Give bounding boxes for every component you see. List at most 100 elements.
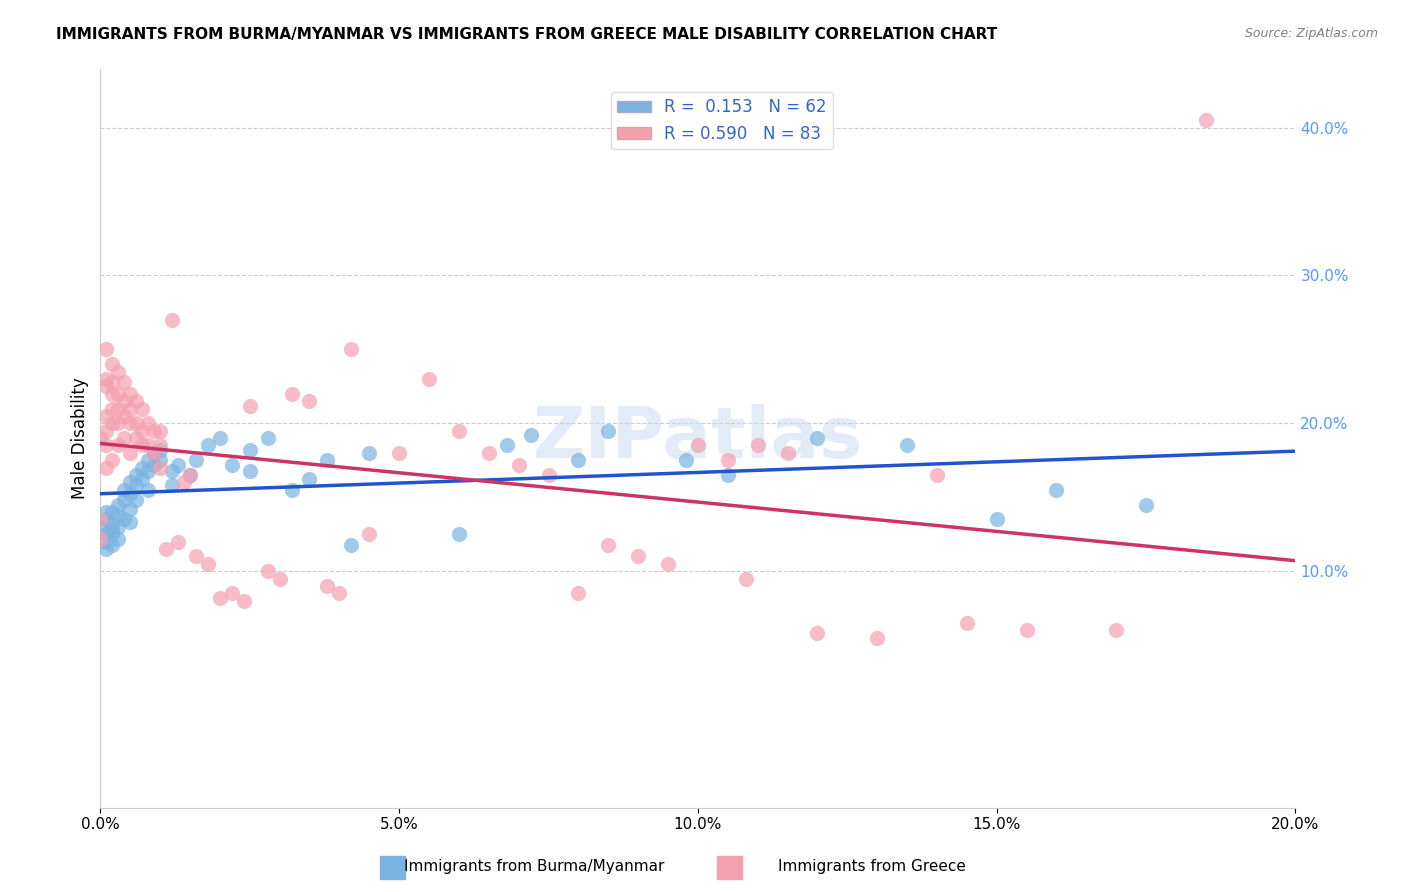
- Text: Immigrants from Burma/Myanmar: Immigrants from Burma/Myanmar: [404, 859, 665, 874]
- Point: [280, 386, 302, 401]
- Point: [120, 475, 142, 490]
- Point: [131, 401, 153, 416]
- Point: [96, 505, 118, 519]
- Point: [89, 431, 111, 445]
- Point: [149, 460, 172, 475]
- Point: [112, 512, 135, 526]
- Point: [717, 468, 740, 483]
- Point: [173, 475, 195, 490]
- Point: [155, 541, 177, 556]
- Point: [298, 394, 321, 409]
- Point: [120, 446, 142, 460]
- Point: [567, 453, 589, 467]
- Point: [256, 564, 278, 578]
- Point: [143, 458, 166, 472]
- Point: [179, 468, 201, 483]
- Point: [478, 446, 501, 460]
- Point: [96, 424, 118, 438]
- Point: [239, 399, 262, 413]
- Point: [120, 401, 142, 416]
- Point: [107, 498, 129, 512]
- Point: [112, 483, 135, 497]
- Point: [232, 593, 254, 607]
- Point: [686, 438, 709, 452]
- Point: [179, 468, 201, 483]
- Point: [675, 453, 697, 467]
- Legend: R =  0.153   N = 62, R = 0.590   N = 83: R = 0.153 N = 62, R = 0.590 N = 83: [610, 92, 834, 149]
- Point: [96, 343, 118, 357]
- Point: [101, 375, 124, 389]
- Point: [316, 453, 339, 467]
- Point: [806, 626, 828, 640]
- Point: [101, 417, 124, 431]
- Point: [866, 631, 889, 645]
- Point: [316, 579, 339, 593]
- Point: [184, 453, 207, 467]
- Point: [143, 424, 166, 438]
- Point: [197, 438, 219, 452]
- Point: [112, 431, 135, 445]
- Point: [149, 453, 172, 467]
- Point: [1105, 624, 1128, 638]
- Point: [125, 493, 148, 508]
- Point: [107, 520, 129, 534]
- Point: [136, 453, 159, 467]
- Point: [418, 372, 440, 386]
- Point: [1135, 498, 1157, 512]
- Point: [96, 379, 118, 393]
- Point: [925, 468, 948, 483]
- Point: [89, 520, 111, 534]
- Point: [89, 512, 111, 526]
- Point: [136, 417, 159, 431]
- Point: [359, 446, 381, 460]
- Point: [519, 428, 541, 442]
- Point: [221, 586, 243, 600]
- Point: [107, 365, 129, 379]
- Point: [567, 586, 589, 600]
- Point: [149, 442, 172, 457]
- Point: [239, 464, 262, 478]
- Point: [184, 549, 207, 564]
- Point: [131, 424, 153, 438]
- Point: [101, 401, 124, 416]
- Point: [143, 446, 166, 460]
- Point: [125, 478, 148, 492]
- Point: [136, 483, 159, 497]
- Point: [131, 460, 153, 475]
- Point: [101, 527, 124, 541]
- Point: [136, 438, 159, 452]
- Point: [167, 458, 190, 472]
- Point: [112, 394, 135, 409]
- Text: ZIPatlas: ZIPatlas: [533, 403, 863, 473]
- Point: [107, 438, 129, 452]
- Point: [149, 438, 172, 452]
- Point: [447, 527, 470, 541]
- Point: [269, 572, 291, 586]
- Point: [131, 438, 153, 452]
- Point: [101, 453, 124, 467]
- Point: [1195, 113, 1218, 128]
- Point: [96, 512, 118, 526]
- Point: [776, 446, 799, 460]
- Point: [508, 458, 530, 472]
- Point: [160, 478, 183, 492]
- Point: [136, 464, 159, 478]
- Point: [627, 549, 650, 564]
- Point: [125, 394, 148, 409]
- Point: [221, 458, 243, 472]
- Text: Source: ZipAtlas.com: Source: ZipAtlas.com: [1244, 27, 1378, 40]
- Point: [143, 446, 166, 460]
- Point: [734, 572, 756, 586]
- Point: [167, 534, 190, 549]
- Point: [96, 372, 118, 386]
- Point: [101, 357, 124, 371]
- Point: [280, 483, 302, 497]
- Point: [96, 527, 118, 541]
- Point: [101, 537, 124, 551]
- Point: [112, 409, 135, 423]
- Point: [208, 591, 231, 605]
- Y-axis label: Male Disability: Male Disability: [72, 377, 89, 499]
- Point: [101, 386, 124, 401]
- Point: [359, 527, 381, 541]
- Text: Immigrants from Greece: Immigrants from Greece: [778, 859, 966, 874]
